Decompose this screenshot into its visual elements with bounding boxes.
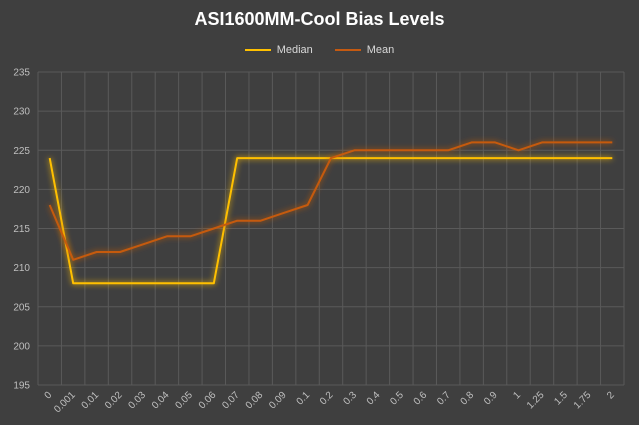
x-tick-label: 0.07	[220, 390, 242, 412]
x-tick-label: 1.5	[552, 390, 570, 408]
x-tick-label: 0.8	[459, 390, 477, 408]
chart-title: ASI1600MM-Cool Bias Levels	[194, 9, 445, 29]
y-tick-label: 210	[13, 263, 30, 274]
legend-swatch-mean	[334, 49, 361, 51]
legend-item-median: Median	[244, 44, 313, 56]
y-tick-label: 205	[13, 302, 30, 313]
x-tick-label: 1.75	[572, 390, 594, 412]
legend-label-mean: Mean	[366, 44, 395, 56]
legend-item-mean: Mean	[334, 44, 395, 56]
series-line-median	[48, 157, 613, 285]
x-tick-label: 0.05	[173, 390, 195, 412]
legend-swatch-median	[244, 49, 271, 51]
x-tick-label: 0.04	[150, 390, 172, 412]
x-tick-label: 0.03	[127, 390, 149, 412]
x-tick-label: 0.4	[365, 390, 383, 408]
y-tick-label: 235	[13, 68, 30, 79]
x-tick-label: 0.01	[80, 390, 102, 412]
x-tick-label: 0	[43, 390, 55, 402]
x-tick-label: 0.9	[482, 390, 500, 408]
legend: Median Mean	[0, 44, 639, 56]
y-tick-label: 225	[13, 146, 30, 157]
x-tick-label: 0.2	[318, 390, 336, 408]
x-tick-label: 1	[511, 390, 523, 402]
x-tick-label: 0.08	[244, 390, 266, 412]
x-tick-label: 0.3	[341, 390, 359, 408]
y-tick-label: 200	[13, 341, 30, 352]
y-tick-label: 215	[13, 224, 30, 235]
y-tick-label: 230	[13, 107, 30, 118]
x-tick-label: 0.02	[103, 390, 125, 412]
x-tick-label: 0.001	[52, 390, 78, 416]
x-tick-label: 2	[605, 390, 617, 402]
x-tick-label: 1.25	[525, 390, 547, 412]
series-line-mean	[48, 141, 613, 261]
x-tick-label: 0.1	[295, 390, 313, 408]
legend-label-median: Median	[276, 44, 313, 56]
x-tick-label: 0.09	[267, 390, 289, 412]
x-tick-label: 0.5	[388, 390, 406, 408]
x-tick-label: 0.06	[197, 390, 219, 412]
x-tick-label: 0.7	[435, 390, 453, 408]
y-tick-label: 195	[13, 381, 30, 392]
y-tick-label: 220	[13, 185, 30, 196]
x-tick-label: 0.6	[412, 390, 430, 408]
